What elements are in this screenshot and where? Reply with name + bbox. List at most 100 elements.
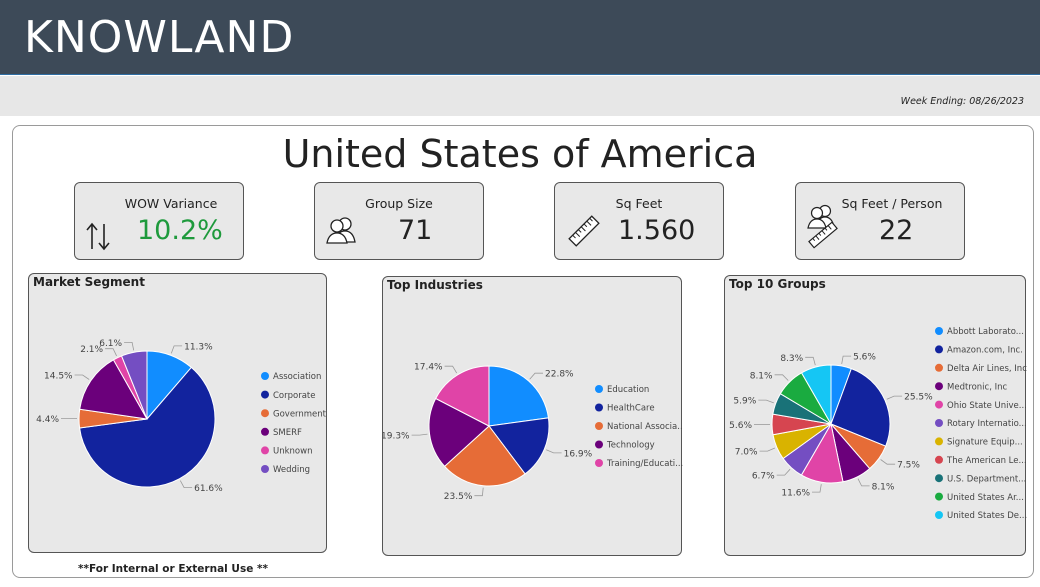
legend-label[interactable]: U.S. Department... [947, 474, 1026, 484]
legend-marker [595, 422, 603, 430]
legend-marker [935, 437, 943, 446]
pie-leader-line [880, 459, 896, 465]
legend-label[interactable]: The American Le... [946, 456, 1027, 466]
legend-label[interactable]: Delta Air Lines, Inc [947, 364, 1027, 374]
page-title: United States of America [282, 132, 758, 176]
legend-label[interactable]: Abbott Laborato... [947, 327, 1024, 337]
legend-marker [935, 400, 943, 409]
pie-data-label: 25.5% [904, 393, 933, 403]
pie-data-label: 16.9% [564, 449, 593, 459]
pie-data-label: 23.5% [444, 492, 473, 502]
pie-leader-line [776, 468, 791, 476]
pie-leader-line [529, 372, 543, 380]
pie-data-label: 6.1% [99, 339, 122, 349]
kpi-card-sq-feet[interactable]: Sq Feet 1.560 [554, 182, 724, 260]
brand-logo-text: KNOWLAND [24, 12, 295, 63]
pie-data-label: 22.8% [545, 370, 574, 380]
pie-data-label: 2.1% [80, 345, 103, 355]
legend-marker [935, 474, 943, 483]
kpi-value: 71 [398, 215, 433, 246]
kpi-label: Group Size [365, 196, 433, 211]
pie-data-label: 11.6% [781, 489, 810, 499]
legend-label[interactable]: Medtronic, Inc [947, 382, 1008, 392]
legend-label[interactable]: Signature Equip... [947, 438, 1023, 448]
ruler-icon [568, 215, 600, 247]
legend-label[interactable]: Education [607, 385, 649, 395]
legend-label[interactable]: Government [273, 409, 327, 419]
pie-leader-line [170, 345, 183, 354]
legend-label[interactable]: Association [273, 372, 321, 382]
pie-leader-line [74, 374, 90, 380]
pie-data-label: 19.3% [383, 432, 410, 442]
pie-data-label: 8.1% [750, 371, 773, 381]
pie-leader-line [474, 487, 484, 497]
legend-marker [261, 446, 269, 455]
pie-slice[interactable] [435, 365, 490, 427]
chart-market-segment[interactable]: Market Segment 11.3% 61.6% 4.4% 14.5% 2.1% 6.… [28, 273, 327, 553]
pie-leader-line [411, 433, 428, 436]
kpi-card-wow-variance[interactable]: WOW Variance 10.2% [74, 182, 244, 260]
legend-label[interactable]: Unknown [273, 447, 312, 457]
pie-data-label: 7.5% [897, 461, 920, 471]
pie-slice[interactable] [443, 425, 526, 487]
pie-data-label: 61.6% [194, 484, 223, 494]
legend-marker [261, 427, 269, 436]
kpi-value: 1.560 [618, 215, 696, 246]
pie-slice[interactable] [120, 350, 148, 420]
legend-label[interactable]: SMERF [273, 428, 302, 438]
week-ending-label: Week Ending: 08/26/2023 [900, 96, 1024, 107]
legend-marker [261, 465, 269, 473]
chart-top-industries[interactable]: Top Industries 22.8% 16.9% 23.5% 19.3% 17.4%… [382, 276, 683, 556]
legend-label[interactable]: Training/Educati... [606, 459, 683, 469]
pie-leader-line [886, 395, 903, 400]
pie-data-label: 4.4% [36, 415, 59, 425]
pie-leader-line [179, 480, 193, 489]
kpi-card-sq-feet-per-person[interactable]: Sq Feet / Person 22 [795, 182, 965, 260]
pie-slice[interactable] [488, 365, 550, 427]
pie-slice[interactable] [800, 364, 832, 426]
legend-label[interactable]: Corporate [273, 391, 316, 401]
pie-leader-line [841, 355, 852, 364]
pie-leader-line [124, 342, 135, 351]
top-industries-pie-chart: 22.8% 16.9% 23.5% 19.3% 17.4% Education Health… [383, 363, 683, 503]
legend-marker [935, 363, 943, 372]
kpi-value: 22 [879, 215, 914, 246]
pie-leader-line [857, 478, 870, 487]
legend-label[interactable]: Technology [606, 441, 655, 451]
legend-label[interactable]: Ohio State Unive... [947, 401, 1027, 411]
legend-marker [595, 459, 603, 467]
legend-label[interactable]: United States Ar... [947, 493, 1024, 503]
pie-data-label: 11.3% [184, 342, 213, 352]
pie-slice[interactable] [428, 397, 490, 468]
pie-data-label: 14.5% [44, 372, 73, 382]
pie-slice[interactable] [79, 359, 148, 420]
pie-leader-line [774, 374, 789, 381]
pie-slice[interactable] [830, 367, 891, 447]
header-bar: KNOWLAND [0, 0, 1040, 75]
top-10-groups-pie-chart: 5.6% 25.5% 7.5% 8.1% 11.6% 6.7% 7.0% 5.6% 5.9% 8.… [729, 327, 1027, 521]
chart-top-10-groups[interactable]: Top 10 Groups 5.6% 25.5% 7.5% 8.1% 11.6% 6.7%… [724, 275, 1027, 556]
legend-label[interactable]: Rotary Internatio... [947, 419, 1027, 429]
subheader-bar [0, 76, 1040, 116]
pie-leader-line [812, 484, 822, 493]
legend-marker [935, 511, 943, 519]
pie-leader-line [546, 449, 562, 454]
legend-marker [935, 455, 943, 464]
kpi-value: 10.2% [137, 215, 223, 246]
legend-label[interactable]: HealthCare [607, 404, 655, 414]
pie-leader-line [105, 348, 117, 357]
pie-leader-line [758, 399, 774, 404]
legend-marker [261, 390, 269, 399]
legend-marker [935, 327, 943, 335]
pie-data-label: 5.9% [733, 397, 756, 407]
legend-label[interactable]: United States De... [947, 511, 1027, 521]
pie-data-label: 8.3% [780, 354, 803, 364]
kpi-label: WOW Variance [124, 196, 218, 211]
pie-slice[interactable] [488, 417, 550, 475]
legend-label[interactable]: National Associa... [607, 422, 683, 432]
kpi-card-group-size[interactable]: Group Size 71 [314, 182, 484, 260]
legend-label[interactable]: Amazon.com, Inc. [947, 346, 1023, 356]
legend-label[interactable]: Wedding [273, 465, 310, 475]
legend-marker [595, 403, 603, 412]
pie-slice[interactable] [79, 366, 216, 488]
